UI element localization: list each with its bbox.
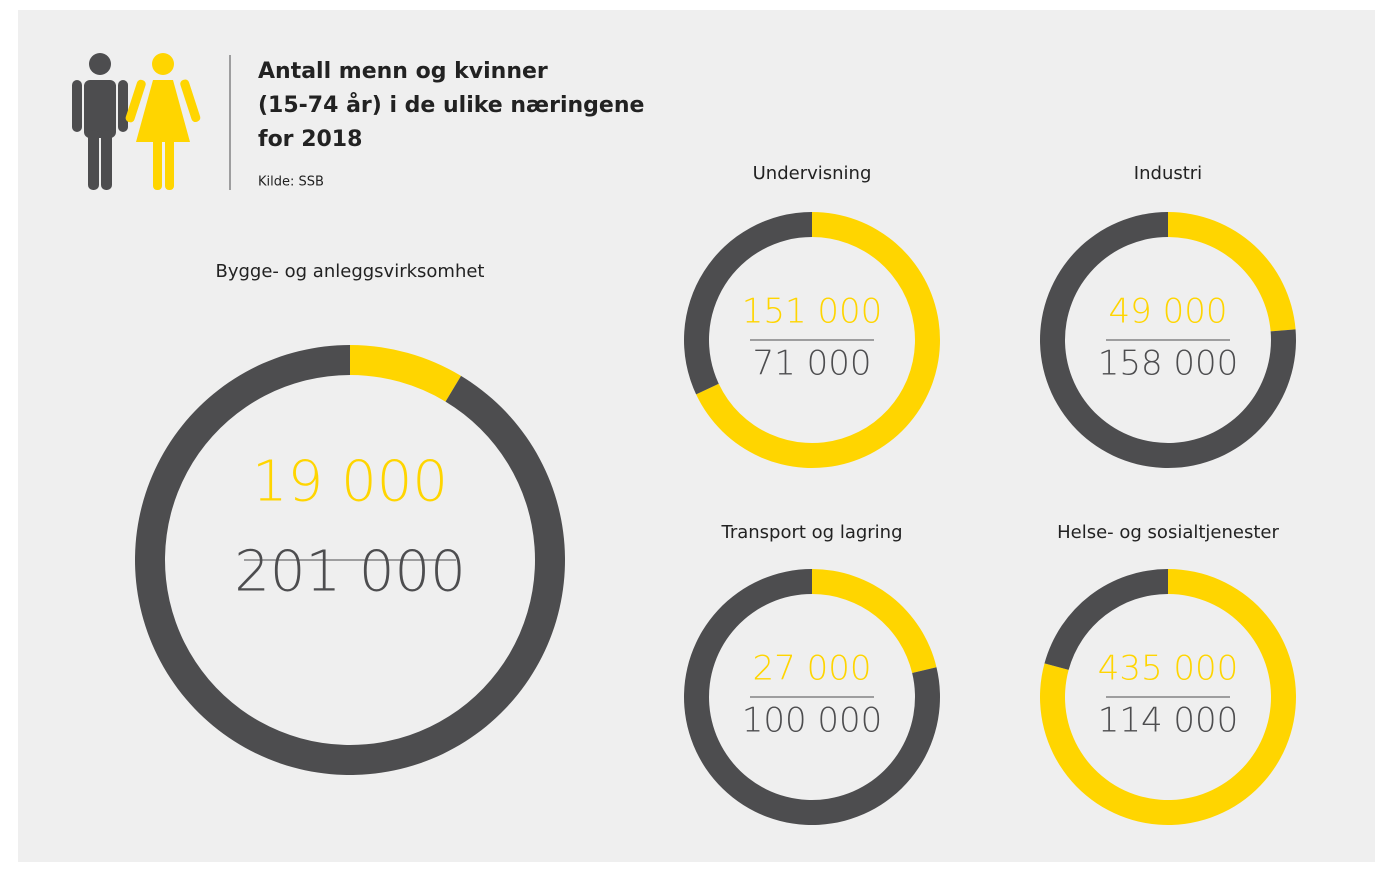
donut-segment [684, 212, 812, 395]
men-label: 71 000 [753, 344, 872, 384]
donut-title: Undervisning [753, 163, 872, 184]
man-icon [72, 53, 128, 190]
men-label: 201 000 [234, 539, 466, 604]
donut-title: Transport og lagring [720, 522, 902, 543]
women-label: 151 000 [742, 292, 883, 332]
source: Kilde: SSB [258, 175, 324, 190]
title-line: Antall menn og kvinner [258, 59, 548, 84]
women-label: 27 000 [753, 649, 872, 689]
donut-title: Helse- og sosialtjenester [1057, 522, 1279, 543]
woman-icon [125, 53, 201, 190]
men-label: 158 000 [1098, 344, 1239, 384]
donut-title: Bygge- og anleggsvirksomhet [216, 261, 485, 282]
women-label: 49 000 [1109, 292, 1228, 332]
donut-segment [812, 569, 937, 674]
title-line: for 2018 [258, 127, 362, 152]
donut-segment [1044, 569, 1168, 670]
men-label: 114 000 [1098, 701, 1239, 741]
title-line: (15-74 år) i de ulike næringene [258, 92, 644, 118]
women-label: 19 000 [252, 449, 448, 514]
women-label: 435 000 [1098, 649, 1239, 689]
donut-title: Industri [1134, 163, 1202, 184]
men-label: 100 000 [742, 701, 883, 741]
donut-segment [350, 345, 462, 402]
donut-segment [1168, 212, 1296, 332]
